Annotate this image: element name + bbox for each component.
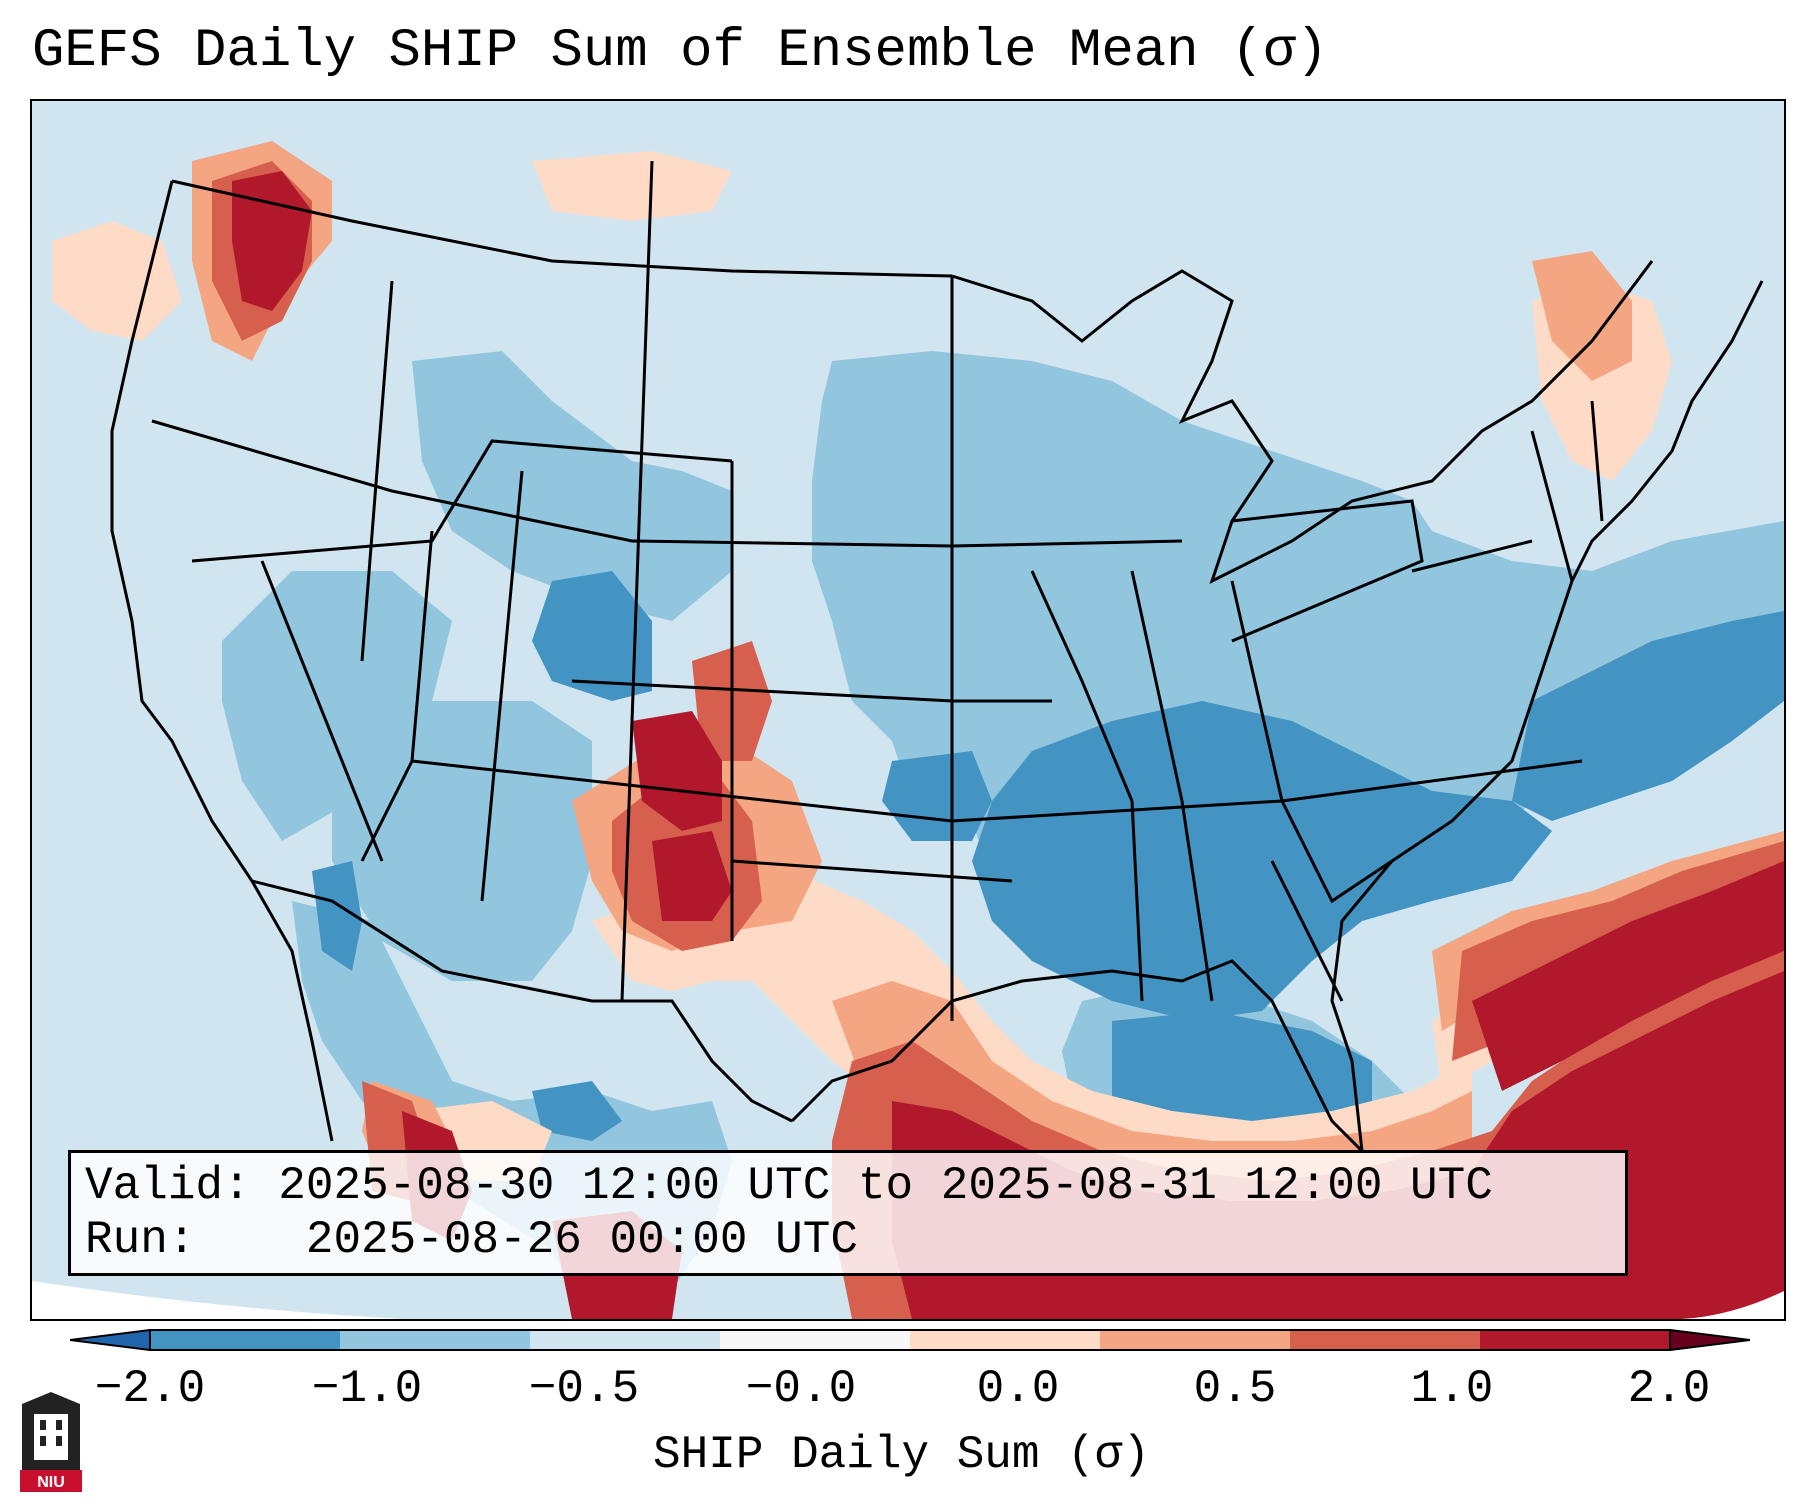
colorbar-tick-label: 1.0	[1410, 1363, 1494, 1415]
colorbar-segment	[1100, 1330, 1291, 1350]
niu-logo-tower	[34, 1414, 68, 1460]
projection-limb-right	[1682, 1291, 1784, 1319]
colorbar-tick-label: 0.0	[976, 1363, 1060, 1415]
map-panel[interactable]	[30, 99, 1786, 1321]
colorbar-segment	[150, 1330, 341, 1350]
valid-time-range: 2025-08-30 12:00 UTC to 2025-08-31 12:00…	[278, 1160, 1493, 1212]
state-boundaries	[110, 160, 1764, 1153]
colorbar-segment	[720, 1330, 911, 1350]
valid-info-box: Valid: 2025-08-30 12:00 UTC to 2025-08-3…	[68, 1150, 1628, 1276]
colorbar-label: SHIP Daily Sum (σ)	[653, 1429, 1150, 1481]
colorbar-tick-label: −0.0	[745, 1363, 857, 1415]
colorbar-segment	[1480, 1330, 1671, 1350]
colorbar-segment	[1290, 1330, 1481, 1350]
map-title: GEFS Daily SHIP Sum of Ensemble Mean (σ)	[32, 21, 1329, 82]
colorbar-tick-label: 0.5	[1193, 1363, 1277, 1415]
colorbar-tick-label: −0.5	[528, 1363, 640, 1415]
niu-logo: NIU	[20, 1392, 82, 1492]
colorbar-segments	[150, 1330, 1671, 1350]
colorbar-tick-label: −2.0	[94, 1363, 206, 1415]
colorbar-segment	[910, 1330, 1101, 1350]
projection-limb-left	[32, 1281, 832, 1319]
colorbar-segment	[530, 1330, 721, 1350]
colorbar-tick-label: −1.0	[311, 1363, 423, 1415]
colorbar-extend-low	[70, 1328, 151, 1352]
strong-negative-anomaly	[312, 571, 1784, 1141]
colorbar-segment	[340, 1330, 531, 1350]
valid-label: Valid:	[85, 1160, 251, 1212]
niu-logo-text: NIU	[37, 1474, 65, 1491]
colorbar-outline	[149, 1329, 1671, 1351]
run-time: 2025-08-26 00:00 UTC	[305, 1214, 858, 1266]
colorbar-extend-high	[1669, 1328, 1750, 1352]
niu-logo-band	[20, 1470, 82, 1492]
colorbar-tick-label: 2.0	[1627, 1363, 1711, 1415]
colorbar	[70, 1328, 1750, 1352]
map-canvas	[32, 101, 1784, 1319]
run-label: Run:	[85, 1214, 196, 1266]
